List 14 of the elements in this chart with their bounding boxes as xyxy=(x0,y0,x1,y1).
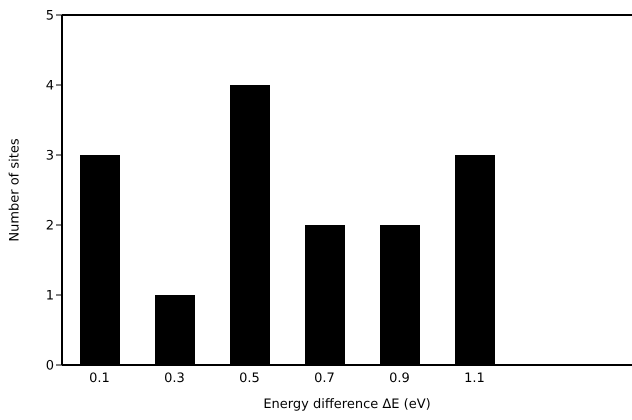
y-tick-label: 1 xyxy=(46,288,54,304)
x-tick-label: 0.9 xyxy=(389,371,410,386)
x-tick-label: 0.3 xyxy=(164,371,185,386)
y-axis-title: Number of sites xyxy=(8,138,23,242)
x-tick-label: 0.7 xyxy=(314,371,335,386)
x-tick-label: 1.1 xyxy=(464,371,485,386)
y-tick-label: 4 xyxy=(46,78,54,94)
y-tick-label: 0 xyxy=(46,358,54,374)
x-tick-label: 0.5 xyxy=(239,371,260,386)
x-tick-label: 0.1 xyxy=(89,371,110,386)
y-tick-label: 5 xyxy=(46,8,54,24)
x-axis-title: Energy difference ΔE (eV) xyxy=(263,397,431,412)
y-tick-label: 3 xyxy=(46,148,54,164)
y-tick-label: 2 xyxy=(46,218,54,234)
